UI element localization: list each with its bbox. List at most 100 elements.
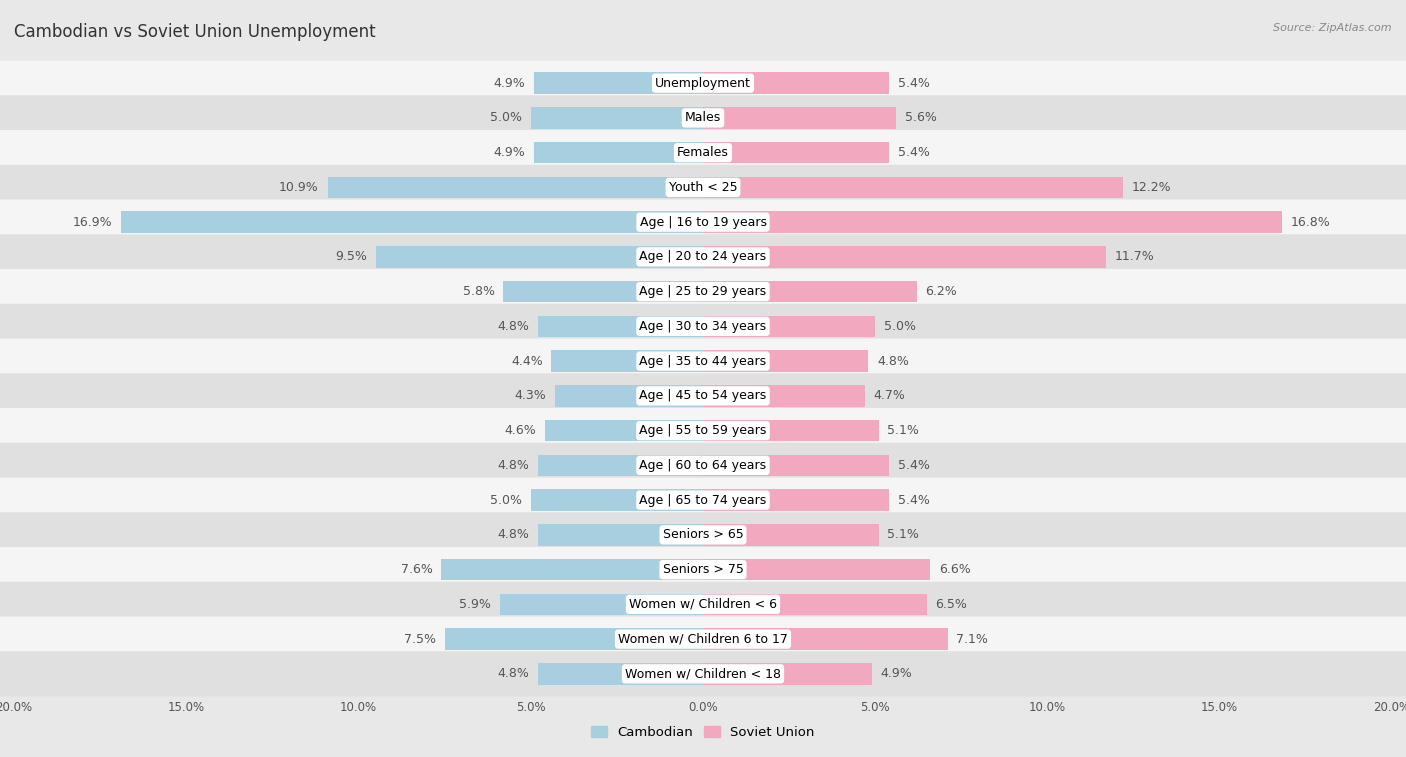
Bar (555, 385, 703, 407)
FancyBboxPatch shape (0, 616, 1406, 662)
Text: Cambodian vs Soviet Union Unemployment: Cambodian vs Soviet Union Unemployment (14, 23, 375, 41)
Text: 4.8%: 4.8% (498, 459, 529, 472)
Text: Women w/ Children < 18: Women w/ Children < 18 (626, 668, 780, 681)
Text: Females: Females (678, 146, 728, 159)
Text: 4.8%: 4.8% (877, 354, 908, 368)
Bar (703, 385, 865, 407)
Bar (375, 246, 703, 268)
Bar (531, 107, 703, 129)
Text: 10.9%: 10.9% (280, 181, 319, 194)
Text: 16.9%: 16.9% (73, 216, 112, 229)
Text: 5.9%: 5.9% (460, 598, 491, 611)
FancyBboxPatch shape (0, 512, 1406, 557)
Bar (544, 420, 703, 441)
Bar (531, 489, 703, 511)
Bar (703, 73, 889, 94)
Bar (537, 524, 703, 546)
Bar (328, 176, 703, 198)
Bar (534, 73, 703, 94)
Text: Source: ZipAtlas.com: Source: ZipAtlas.com (1274, 23, 1392, 33)
Bar (703, 489, 889, 511)
Bar (703, 316, 875, 337)
Text: 4.6%: 4.6% (505, 424, 536, 437)
Text: 11.7%: 11.7% (1115, 251, 1154, 263)
FancyBboxPatch shape (0, 269, 1406, 314)
Legend: Cambodian, Soviet Union: Cambodian, Soviet Union (586, 721, 820, 744)
Bar (534, 142, 703, 164)
Bar (537, 663, 703, 684)
Bar (703, 107, 896, 129)
Text: 5.4%: 5.4% (897, 76, 929, 89)
Text: 4.8%: 4.8% (498, 320, 529, 333)
Bar (703, 663, 872, 684)
FancyBboxPatch shape (0, 547, 1406, 592)
Text: 12.2%: 12.2% (1132, 181, 1171, 194)
Text: 5.0%: 5.0% (491, 494, 522, 506)
Text: 5.1%: 5.1% (887, 424, 920, 437)
Text: 4.8%: 4.8% (498, 528, 529, 541)
Text: 9.5%: 9.5% (335, 251, 367, 263)
Bar (703, 246, 1107, 268)
Bar (444, 628, 703, 650)
FancyBboxPatch shape (0, 165, 1406, 210)
Bar (703, 628, 948, 650)
FancyBboxPatch shape (0, 373, 1406, 419)
Bar (703, 281, 917, 302)
FancyBboxPatch shape (0, 95, 1406, 141)
Bar (537, 316, 703, 337)
Text: 4.3%: 4.3% (515, 389, 547, 403)
Text: Age | 55 to 59 years: Age | 55 to 59 years (640, 424, 766, 437)
Bar (441, 559, 703, 581)
Bar (703, 142, 889, 164)
Text: Age | 35 to 44 years: Age | 35 to 44 years (640, 354, 766, 368)
Text: 6.5%: 6.5% (935, 598, 967, 611)
Text: 4.7%: 4.7% (873, 389, 905, 403)
FancyBboxPatch shape (0, 582, 1406, 627)
Text: 7.1%: 7.1% (956, 633, 988, 646)
Text: 4.9%: 4.9% (494, 76, 526, 89)
FancyBboxPatch shape (0, 651, 1406, 696)
Text: 6.6%: 6.6% (939, 563, 970, 576)
Text: 5.8%: 5.8% (463, 285, 495, 298)
Text: Age | 30 to 34 years: Age | 30 to 34 years (640, 320, 766, 333)
Text: 4.8%: 4.8% (498, 668, 529, 681)
Bar (537, 455, 703, 476)
Bar (703, 420, 879, 441)
Text: 5.4%: 5.4% (897, 146, 929, 159)
Bar (703, 211, 1282, 233)
Bar (551, 350, 703, 372)
Text: Males: Males (685, 111, 721, 124)
Text: 4.9%: 4.9% (494, 146, 526, 159)
FancyBboxPatch shape (0, 200, 1406, 245)
FancyBboxPatch shape (0, 338, 1406, 384)
Text: 5.0%: 5.0% (884, 320, 915, 333)
FancyBboxPatch shape (0, 130, 1406, 175)
FancyBboxPatch shape (0, 304, 1406, 349)
Text: 5.0%: 5.0% (491, 111, 522, 124)
Text: 5.4%: 5.4% (897, 494, 929, 506)
Text: Women w/ Children 6 to 17: Women w/ Children 6 to 17 (619, 633, 787, 646)
Text: Unemployment: Unemployment (655, 76, 751, 89)
Text: Women w/ Children < 6: Women w/ Children < 6 (628, 598, 778, 611)
Text: Age | 20 to 24 years: Age | 20 to 24 years (640, 251, 766, 263)
FancyBboxPatch shape (0, 235, 1406, 279)
Text: 6.2%: 6.2% (925, 285, 957, 298)
Bar (703, 559, 931, 581)
Text: 4.9%: 4.9% (880, 668, 912, 681)
Text: 5.4%: 5.4% (897, 459, 929, 472)
Text: Age | 16 to 19 years: Age | 16 to 19 years (640, 216, 766, 229)
Text: Age | 45 to 54 years: Age | 45 to 54 years (640, 389, 766, 403)
FancyBboxPatch shape (0, 443, 1406, 488)
Bar (703, 524, 879, 546)
Text: Age | 25 to 29 years: Age | 25 to 29 years (640, 285, 766, 298)
Bar (499, 593, 703, 615)
FancyBboxPatch shape (0, 478, 1406, 522)
Text: 4.4%: 4.4% (510, 354, 543, 368)
Text: Seniors > 75: Seniors > 75 (662, 563, 744, 576)
FancyBboxPatch shape (0, 408, 1406, 453)
Text: Seniors > 65: Seniors > 65 (662, 528, 744, 541)
Text: 5.1%: 5.1% (887, 528, 920, 541)
Text: 7.5%: 7.5% (404, 633, 436, 646)
Bar (703, 455, 889, 476)
Text: 5.6%: 5.6% (904, 111, 936, 124)
